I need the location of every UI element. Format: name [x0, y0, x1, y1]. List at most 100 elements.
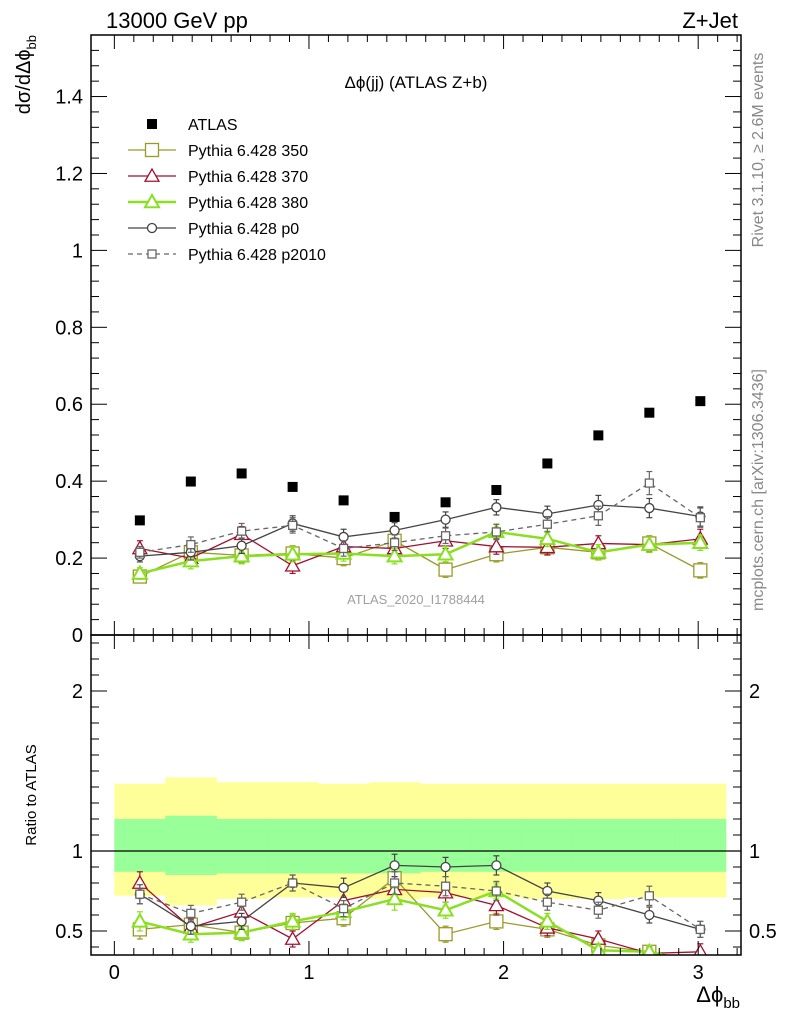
ratio-series-line — [139, 882, 701, 930]
main-data-point — [538, 529, 557, 546]
main-series-line — [139, 504, 701, 557]
mcplots-label: mcplots.cern.ch [arXiv:1306.3436] — [750, 369, 767, 611]
legend-marker — [144, 142, 160, 158]
header-process: Z+Jet — [682, 8, 738, 33]
main-data-point — [488, 538, 505, 553]
main-series-4 — [134, 494, 706, 563]
main-data-point — [135, 547, 145, 557]
main-data-point — [186, 539, 196, 550]
y-tick-label-right: 0.5 — [749, 921, 777, 943]
main-data-point — [389, 525, 400, 536]
legend-marker — [147, 249, 157, 259]
legend-item-5: Pythia 6.428 p2010 — [128, 247, 326, 264]
main-data-point — [436, 545, 455, 561]
main-data-point — [236, 540, 247, 551]
main-data-point — [284, 557, 301, 572]
ratio-y-axis-label: Ratio to ATLAS — [23, 744, 40, 845]
y-tick-label: 0.5 — [55, 921, 83, 943]
ratio-data-point — [236, 916, 247, 927]
ratio-series-line — [139, 882, 701, 955]
main-data-point — [593, 430, 604, 441]
main-data-point — [232, 547, 251, 563]
legend-label: Pythia 6.428 370 — [188, 169, 308, 186]
y-tick-label: 0.4 — [55, 471, 83, 493]
main-data-point — [542, 458, 553, 469]
y-tick-label: 0 — [72, 625, 83, 647]
main-series-5 — [135, 470, 705, 559]
main-series-line — [139, 482, 701, 553]
main-series-3 — [131, 522, 710, 580]
legend-item-0: ATLAS — [147, 117, 238, 134]
ratio-data-point — [284, 930, 301, 945]
ratio-data-point — [135, 889, 145, 899]
ratio-band-inner — [114, 819, 166, 872]
x-tick-label: 2 — [498, 962, 509, 984]
legend: ATLAS Pythia 6.428 350 Pythia 6.428 370 Pyt… — [128, 117, 326, 264]
ratio-data-point — [389, 860, 400, 871]
y-tick-label: 0.8 — [55, 317, 83, 339]
ratio-band-inner — [318, 819, 370, 874]
y-tick-label: 1 — [72, 841, 83, 863]
main-data-point — [389, 538, 400, 548]
legend-label: Pythia 6.428 p0 — [188, 221, 299, 238]
main-panel: 00.20.40.60.811.21.4 Δϕ(jj) (ATLAS Z+b) … — [13, 34, 742, 647]
ratio-band-inner — [216, 819, 268, 874]
y-tick-label: 0.2 — [55, 548, 83, 570]
ratio-data-point — [491, 886, 502, 896]
ratio-band-inner — [267, 819, 319, 874]
ratio-band-inner — [521, 819, 574, 872]
main-data-point — [134, 515, 145, 526]
y-tick-label: 1 — [72, 240, 83, 262]
ratio-data-point — [693, 943, 707, 955]
main-data-point — [236, 468, 247, 479]
ratio-data-point — [385, 889, 404, 906]
legend-marker — [147, 119, 157, 129]
ratio-band-inner — [572, 819, 625, 872]
main-data-point — [640, 535, 659, 551]
main-series-line — [139, 530, 701, 575]
ratio-data-point — [338, 882, 349, 893]
x-tick-label: 1 — [303, 962, 314, 984]
main-data-point — [236, 526, 247, 536]
analysis-watermark: ATLAS_2020_I1788444 — [347, 592, 485, 607]
main-data-point — [283, 545, 302, 561]
main-data-point — [491, 527, 502, 537]
ratio-series-line — [139, 889, 670, 955]
legend-label: Pythia 6.428 p2010 — [188, 247, 326, 264]
legend-label: Pythia 6.428 350 — [188, 143, 308, 160]
main-data-point — [440, 531, 451, 541]
main-data-point — [593, 511, 604, 521]
main-data-point — [338, 543, 349, 554]
ratio-data-point — [593, 905, 604, 915]
main-data-point — [644, 407, 655, 418]
ratio-data-point — [287, 878, 298, 888]
main-data-point — [695, 396, 706, 407]
legend-marker — [143, 167, 161, 182]
main-data-point — [693, 563, 708, 578]
ratio-data-point — [489, 914, 504, 929]
main-data-point — [695, 513, 705, 523]
ratio-data-point — [283, 912, 302, 928]
ratio-data-point — [642, 942, 657, 955]
legend-label: Pythia 6.428 380 — [188, 195, 308, 212]
main-data-point — [491, 485, 502, 495]
ratio-data-point — [436, 901, 455, 917]
ratio-series-line — [139, 877, 664, 955]
main-data-point — [440, 514, 451, 525]
ratio-band-inner — [165, 815, 217, 875]
ratio-panel: 0.5 0.5 1 1 2 2 0 1 2 3 Ratio to ATLAS Δϕbb — [23, 634, 777, 1012]
ratio-data-point — [185, 921, 196, 932]
ratio-data-point — [538, 912, 557, 928]
main-data-point — [389, 511, 400, 522]
main-data-point — [440, 497, 451, 508]
main-data-point — [338, 531, 349, 543]
ratio-data-point — [440, 881, 451, 891]
ratio-data-point — [590, 941, 607, 955]
ratio-data-point — [438, 927, 453, 942]
main-data-point — [644, 478, 654, 488]
x-axis-label: Δϕbb — [696, 982, 740, 1012]
y-tick-label: 2 — [72, 681, 83, 703]
ratio-frame — [90, 634, 742, 956]
main-series-0 — [134, 396, 706, 526]
